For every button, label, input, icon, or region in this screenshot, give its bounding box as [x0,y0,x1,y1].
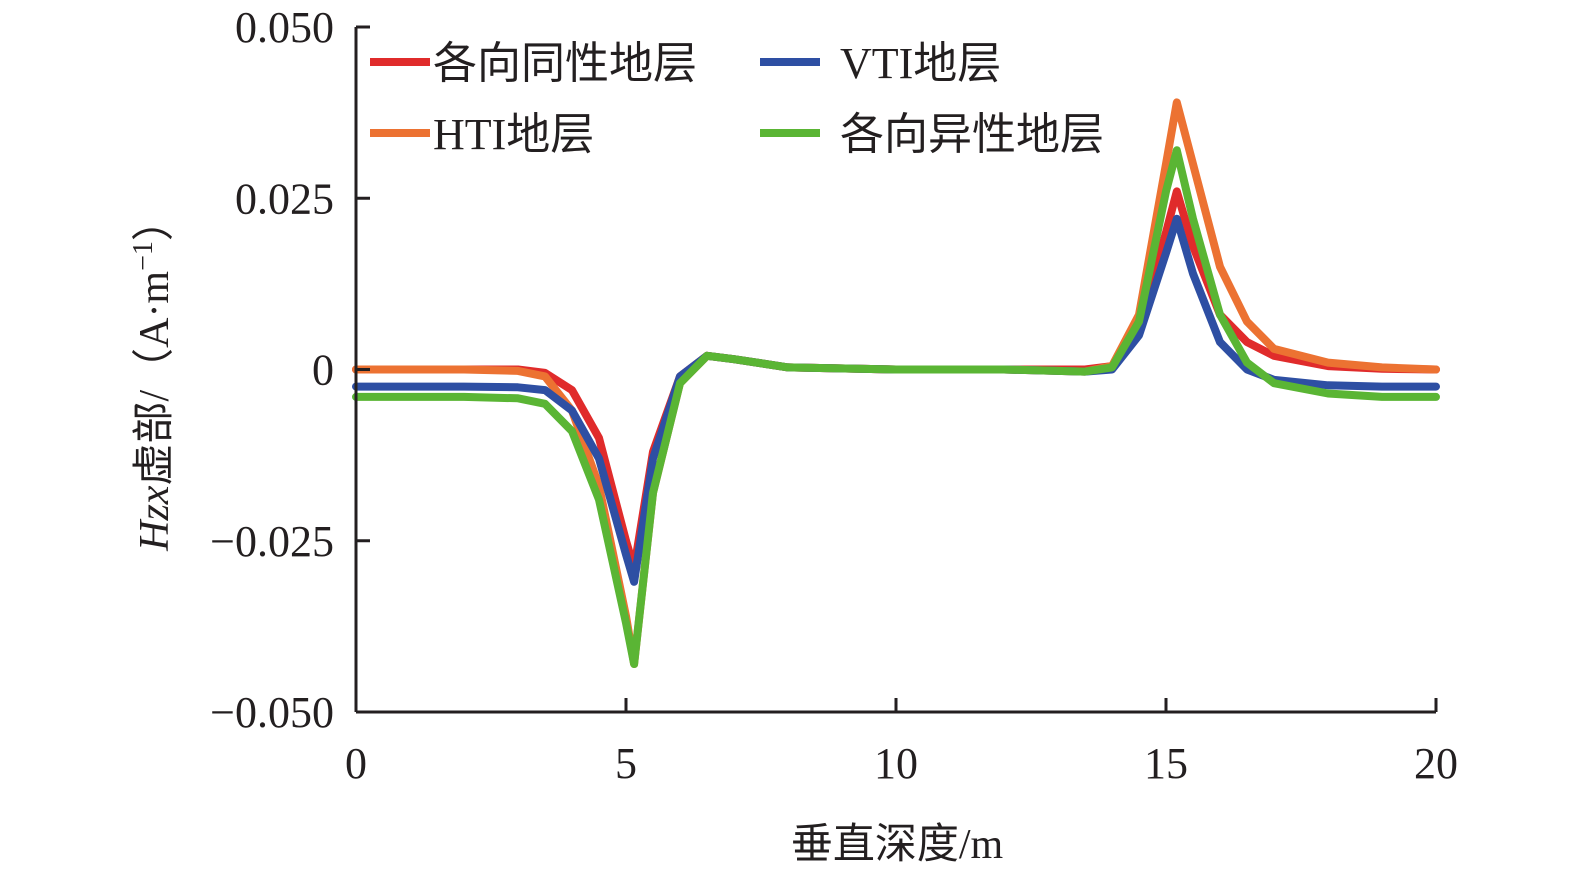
series-curves [352,98,1440,668]
y-tick-label: 0 [312,346,334,395]
y-tick-label: 0.050 [235,3,334,52]
x-axis-label: 垂直深度/m [791,822,1004,868]
x-tick-label: 5 [615,739,637,788]
axis-ticks: 0 5 10 15 20 −0.050 −0.025 0 0.025 0.050 [210,3,1458,788]
y-axis-label: Hzx虚部/（A·m−1） [128,199,178,552]
series-line-3 [352,146,1440,668]
x-tick-label: 20 [1414,739,1458,788]
y-tick-label: 0.025 [235,174,334,223]
legend-label: HTI地层 [433,110,594,159]
y-label-sup: −1 [128,241,159,271]
legend-label: 各向异性地层 [840,110,1104,159]
y-label-rest: 虚部/（A·m [132,271,178,486]
x-tick-label: 10 [874,739,918,788]
x-tick-label: 15 [1144,739,1188,788]
y-label-var: Hzx [132,485,178,552]
legend-label: VTI地层 [840,39,1001,88]
legend: 各向同性地层 VTI地层 HTI地层 各向异性地层 [370,39,1104,159]
x-tick-label: 0 [345,739,367,788]
y-tick-label: −0.025 [210,517,334,566]
legend-label: 各向同性地层 [433,39,697,88]
y-label-close: ） [132,199,178,241]
y-tick-label: −0.050 [210,688,334,737]
